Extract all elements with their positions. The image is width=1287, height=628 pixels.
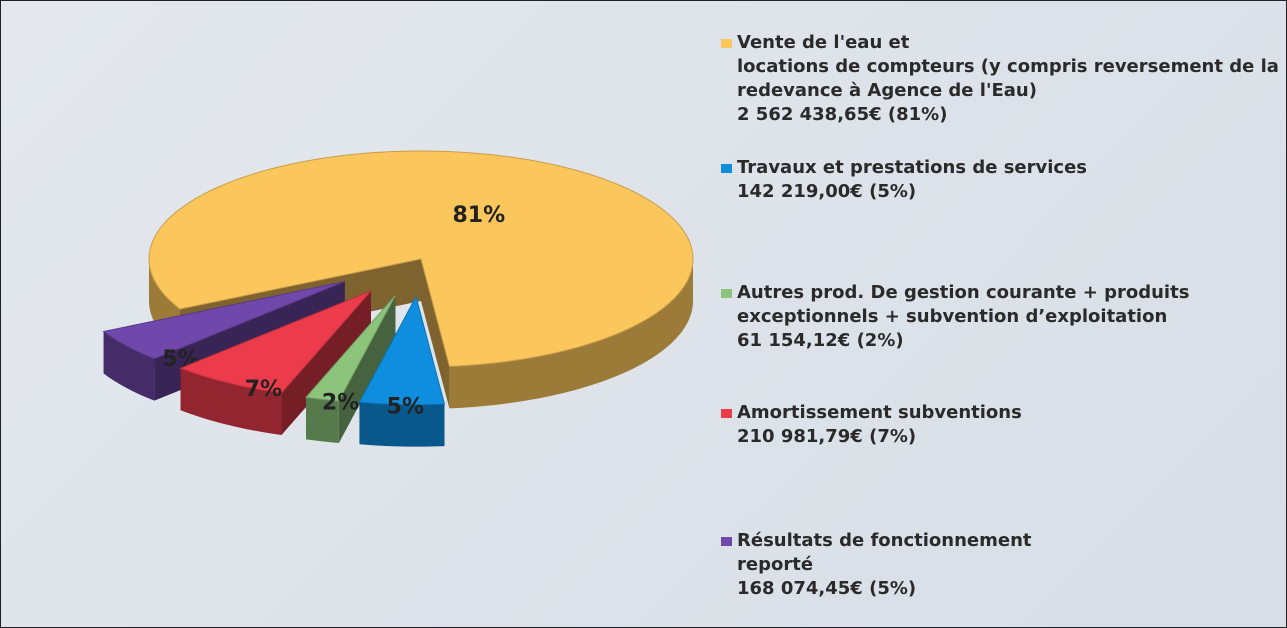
slice-side — [103, 331, 155, 401]
legend-amount: 61 154,12€ (2%) — [737, 330, 904, 351]
data-label: 5% — [387, 395, 424, 420]
legend-swatch — [721, 537, 732, 546]
slice-side — [421, 259, 450, 409]
legend-amount: 142 219,00€ (5%) — [737, 181, 917, 202]
legend-amount: 168 074,45€ (5%) — [737, 578, 917, 599]
legend-text: Autres prod. De gestion courante + produ… — [737, 282, 1190, 327]
slice-side — [449, 259, 693, 409]
slice — [358, 295, 446, 406]
slice — [305, 295, 396, 402]
data-label: 81% — [453, 203, 506, 228]
legend-text: Amortissement subventions — [737, 402, 1022, 423]
legend-swatch — [721, 409, 732, 418]
data-label: 7% — [245, 377, 282, 402]
legend-swatch — [721, 289, 732, 298]
legend-entry: Vente de l'eau et locations de compteurs… — [721, 31, 1283, 127]
slice-side — [306, 397, 339, 443]
legend-amount: 2 562 438,65€ (81%) — [737, 104, 948, 125]
legend-entry: Amortissement subventions 210 981,79€ (7%… — [721, 401, 1283, 449]
legend-entry: Travaux et prestations de services 142 21… — [721, 156, 1283, 204]
slice-side — [359, 402, 445, 447]
slice-side — [180, 368, 282, 436]
slice — [179, 290, 372, 394]
legend-amount: 210 981,79€ (7%) — [737, 426, 917, 447]
legend-swatch — [721, 164, 732, 173]
legend-entry: Autres prod. De gestion courante + produ… — [721, 281, 1283, 353]
slice — [102, 281, 345, 360]
legend-text: Vente de l'eau et locations de compteurs… — [737, 32, 1279, 101]
legend-text: Travaux et prestations de services — [737, 157, 1087, 178]
legend-swatch — [721, 39, 732, 48]
data-label: 2% — [322, 390, 359, 415]
legend-entry: Résultats de fonctionnement reporté 168 0… — [721, 529, 1283, 601]
slice — [148, 150, 694, 367]
legend-text: Résultats de fonctionnement reporté — [737, 530, 1032, 575]
